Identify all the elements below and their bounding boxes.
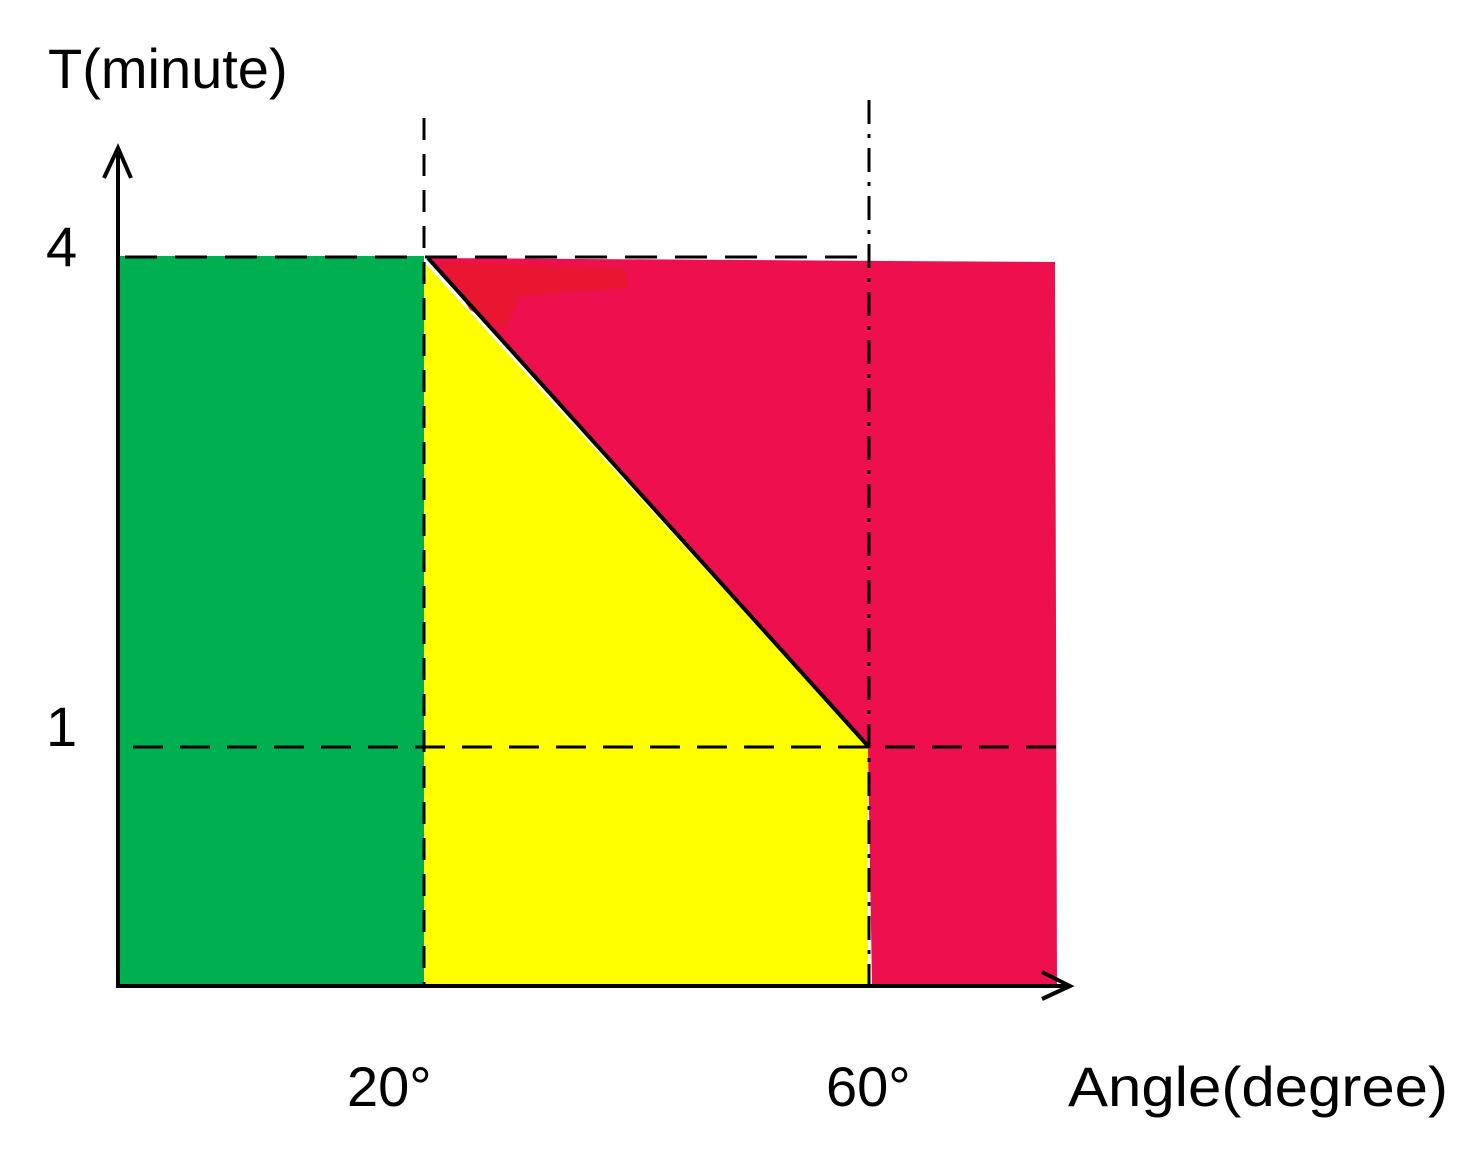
- x-axis-arrow-icon: [1041, 970, 1075, 1001]
- y-axis-label: T(minute): [48, 37, 288, 100]
- boundary-line: [426, 256, 870, 748]
- green-region: [118, 256, 424, 986]
- yellow-region: [424, 262, 868, 986]
- y-tick-label-4: 4: [46, 215, 77, 278]
- red-region-upper: [430, 258, 1057, 986]
- red-brush-stroke: [440, 262, 628, 330]
- y-tick-label-1: 1: [46, 695, 77, 758]
- x-axis-label: Angle(degree): [1068, 1055, 1448, 1118]
- y-axis-arrow-icon: [102, 143, 133, 179]
- x-tick-label-20: 20°: [347, 1055, 432, 1118]
- x-tick-label-60: 60°: [826, 1055, 911, 1118]
